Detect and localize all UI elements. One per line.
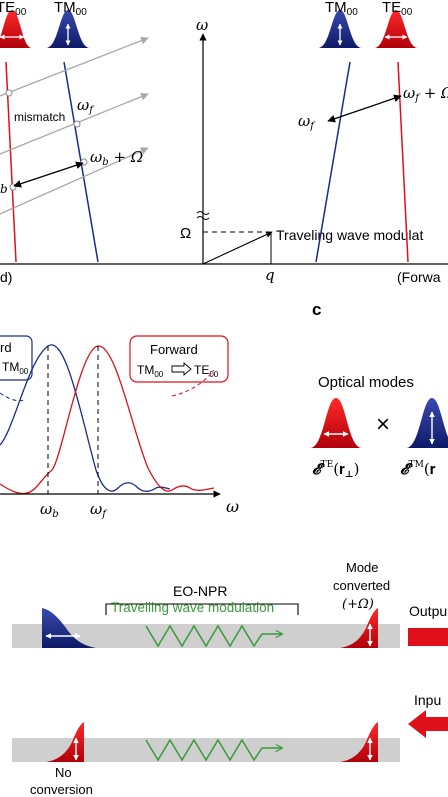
input-label: Inpu	[414, 692, 441, 708]
forward-response-curve	[0, 345, 215, 495]
panel-d: EO-NPR Travelling wave modulation Mode c…	[12, 560, 448, 797]
mismatch-label: mismatch	[14, 110, 65, 124]
mode-converted-2: converted	[333, 578, 390, 593]
coupling-arrow-left	[13, 161, 84, 188]
forward-box-tm: TM00	[137, 363, 164, 379]
backward-label-a: d)	[0, 269, 12, 285]
panel-b: rd TM00 Forward TM00 TE00 ωb ωf ω	[0, 335, 239, 520]
forward-label-a: (Forwa	[397, 269, 441, 285]
big-omega-label: Ω	[180, 225, 191, 242]
tm-mode-icon-c	[406, 398, 448, 448]
backward-box-line2: TM00	[2, 360, 29, 376]
modulation-vector	[202, 231, 273, 265]
input-arrow-icon	[408, 710, 448, 738]
mode-converted-3: (+Ω)	[342, 597, 374, 612]
no-conversion-2: conversion	[30, 782, 93, 797]
backward-response-curve	[0, 344, 171, 493]
omega-f-tick: ωf	[90, 500, 108, 520]
no-conversion-1: No	[55, 765, 72, 780]
panel-a: TE00 TM00 mismatch ωf ωb + Ω b d) ω Ω q …	[0, 0, 448, 285]
omega-b-plus-label: ωb + Ω	[90, 148, 143, 168]
output-arrow-icon	[408, 628, 448, 646]
gray-arrow-1	[0, 36, 149, 97]
omega-f-plus-label: ωf + Ω	[403, 84, 448, 104]
omega-f-label-left: ωf	[77, 96, 95, 116]
optical-modes-title: Optical modes	[318, 374, 414, 391]
modulation-wave-backward	[145, 738, 282, 762]
forward-box-line1: Forward	[150, 342, 198, 357]
output-label: Outpu	[409, 603, 447, 619]
traveling-wave-label: Traveling wave modulat	[276, 227, 423, 243]
eo-npr-label: EO-NPR	[173, 583, 227, 599]
forward-box	[129, 335, 229, 383]
te-mode-icon-c	[310, 398, 362, 448]
omega-f-label-right: ωf	[298, 112, 316, 132]
te-label-left: TE00	[0, 0, 27, 18]
twm-label: Travelling wave modulation	[111, 600, 274, 615]
forward-box-arrow-icon	[171, 362, 192, 376]
tm-field-label: 𝓔TM(𝐫	[400, 460, 436, 478]
mode-converted-1: Mode	[346, 560, 379, 575]
tm-label-right: TM00	[325, 0, 358, 18]
eo-npr-bracket	[105, 603, 299, 615]
modulation-wave-forward	[145, 624, 282, 648]
forward-box-te: TE00	[194, 363, 219, 379]
backward-box	[0, 335, 33, 381]
omega-b-tick: ωb	[40, 500, 59, 520]
panel-c: c Optical modes × 𝓔TE(𝐫⊥) 𝓔TM(𝐫	[310, 300, 448, 480]
te-label-right: TE00	[382, 0, 413, 18]
backward-box-line1: rd	[0, 340, 12, 355]
coupling-arrow-right	[327, 94, 402, 123]
b-label: b	[0, 182, 8, 196]
omega-axis-label: ω	[196, 16, 208, 34]
tm-label-left: TM00	[54, 0, 87, 18]
axis-break	[196, 211, 210, 220]
times-symbol: ×	[376, 411, 390, 438]
te-field-label: 𝓔TE(𝐫⊥)	[312, 460, 359, 480]
b-x-axis-label: ω	[226, 497, 239, 516]
panel-c-letter: c	[312, 300, 321, 319]
q-label: q	[265, 266, 275, 284]
